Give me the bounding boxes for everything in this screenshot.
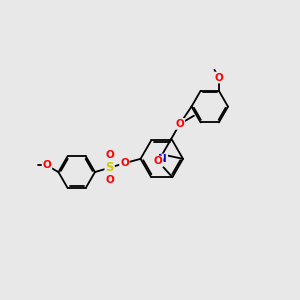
Text: S: S bbox=[105, 161, 114, 174]
Text: O: O bbox=[120, 158, 129, 168]
Text: O: O bbox=[105, 175, 114, 185]
Text: O: O bbox=[105, 150, 114, 160]
Text: O: O bbox=[154, 156, 163, 167]
Text: O: O bbox=[43, 160, 51, 170]
Text: O: O bbox=[214, 73, 223, 82]
Text: O: O bbox=[176, 119, 184, 129]
Text: N: N bbox=[158, 154, 167, 164]
